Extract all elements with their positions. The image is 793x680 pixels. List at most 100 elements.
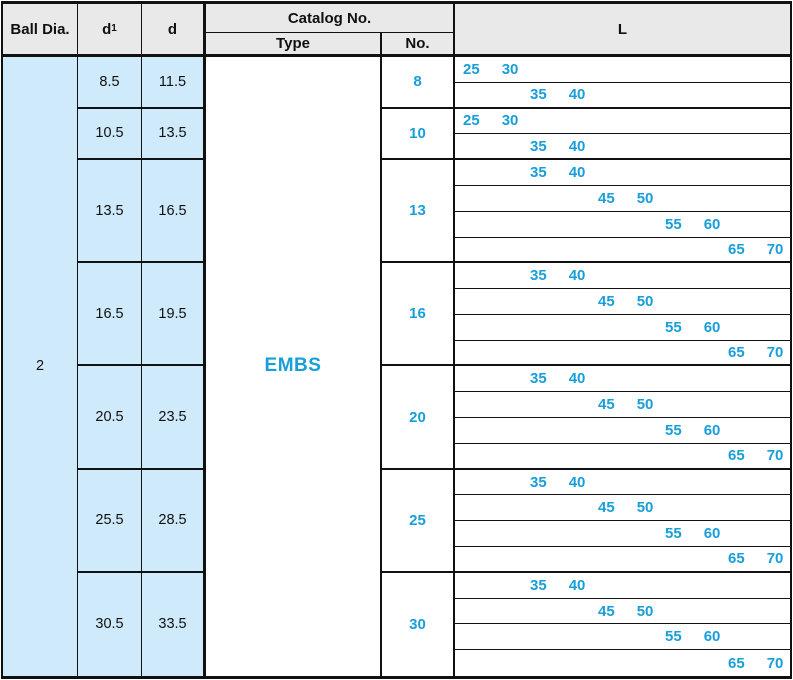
l-row: 55 60 [455, 521, 790, 548]
l-value: 35 [530, 86, 547, 104]
no-cell: 13 [382, 160, 455, 264]
l-value: 65 [728, 240, 745, 258]
l-row: 55 60 [455, 624, 790, 651]
l-row: 45 50 [455, 599, 790, 625]
l-value: 65 [728, 447, 745, 465]
l-value: 55 [665, 421, 682, 439]
l-row: 35 40 [455, 263, 790, 290]
d-cell: 19.5 [142, 263, 206, 367]
l-row: 35 40 [455, 366, 790, 393]
l-value: 70 [766, 240, 784, 258]
l-value: 25 [463, 60, 480, 78]
l-value: 50 [636, 499, 654, 517]
l-value: 60 [703, 525, 721, 543]
d-cell: 13.5 [142, 108, 206, 161]
l-value: 45 [598, 293, 615, 310]
d1-cell: 13.5 [78, 160, 142, 264]
l-value: 55 [665, 525, 682, 543]
l-value: 65 [728, 344, 745, 362]
l-row: 65 70 [455, 444, 790, 470]
l-row: 35 40 [455, 83, 790, 109]
d-cell: 16.5 [142, 160, 206, 264]
l-value: 70 [766, 654, 784, 672]
l-value: 40 [568, 86, 586, 104]
l-value: 25 [463, 112, 480, 130]
d1-cell: 10.5 [78, 108, 142, 161]
l-value: 40 [568, 473, 586, 491]
l-value: 30 [501, 60, 519, 78]
d1-cell: 25.5 [78, 469, 142, 573]
d1-cell: 20.5 [78, 366, 142, 470]
l-value: 70 [766, 550, 784, 568]
l-value: 60 [703, 215, 721, 233]
d1-cell: 30.5 [78, 572, 142, 676]
l-row: 45 50 [455, 289, 790, 315]
l-row: 35 40 [455, 573, 790, 599]
l-value: 40 [568, 137, 586, 155]
d1-cell: 16.5 [78, 263, 142, 367]
l-row: 55 60 [455, 418, 790, 444]
ball-dia-value-cell: 2 [3, 57, 78, 676]
col-header-d1-subscript: 1 [111, 23, 117, 34]
l-value: 50 [636, 189, 654, 207]
l-value: 45 [598, 499, 615, 517]
col-header-type: Type [206, 33, 382, 57]
l-value: 70 [766, 344, 784, 362]
no-cell: 16 [382, 263, 455, 367]
l-value: 65 [728, 654, 745, 672]
l-row: 65 70 [455, 238, 790, 264]
l-row: 35 40 [455, 134, 790, 161]
l-value: 55 [665, 215, 682, 233]
l-value: 50 [636, 396, 654, 414]
l-row: 45 50 [455, 186, 790, 212]
col-header-no: No. [382, 33, 455, 57]
l-row: 25 30 [455, 109, 790, 135]
l-value: 55 [665, 628, 682, 646]
l-row: 65 70 [455, 650, 790, 676]
l-value: 35 [530, 267, 547, 285]
l-row: 65 70 [455, 547, 790, 573]
col-header-d: d [142, 4, 206, 57]
col-header-l: L [455, 4, 790, 57]
l-value: 50 [636, 293, 654, 310]
l-row: 45 50 [455, 392, 790, 419]
l-value: 45 [598, 602, 615, 620]
l-value: 60 [703, 318, 721, 336]
l-value: 35 [530, 473, 547, 491]
l-row: 65 70 [455, 341, 790, 367]
no-cell: 20 [382, 366, 455, 470]
l-value: 45 [598, 396, 615, 414]
l-row: 55 60 [455, 315, 790, 341]
l-row: 35 40 [455, 160, 790, 186]
l-value: 50 [636, 602, 654, 620]
l-row: 25 30 [455, 57, 790, 83]
d-cell: 23.5 [142, 366, 206, 470]
no-cell: 8 [382, 57, 455, 109]
l-value: 40 [568, 267, 586, 285]
l-row: 45 50 [455, 495, 790, 522]
l-value: 35 [530, 164, 547, 182]
col-header-ball-dia: Ball Dia. [3, 4, 78, 57]
l-value: 65 [728, 550, 745, 568]
l-value: 60 [703, 628, 721, 646]
col-header-d1-base: d [102, 20, 112, 38]
l-row: 55 60 [455, 212, 790, 238]
l-value: 40 [568, 164, 586, 182]
l-value: 40 [568, 370, 586, 388]
l-value: 35 [530, 137, 547, 155]
type-value-cell: EMBS [206, 57, 382, 676]
l-value: 45 [598, 189, 615, 207]
col-header-catalog-no: Catalog No. [206, 4, 455, 33]
l-value: 40 [568, 576, 586, 594]
no-cell: 25 [382, 469, 455, 573]
no-cell: 30 [382, 572, 455, 676]
no-cell: 10 [382, 108, 455, 161]
l-value: 60 [703, 421, 721, 439]
l-value: 35 [530, 370, 547, 388]
l-value: 55 [665, 318, 682, 336]
l-value: 70 [766, 447, 784, 465]
l-value: 35 [530, 576, 547, 594]
d1-cell: 8.5 [78, 57, 142, 109]
